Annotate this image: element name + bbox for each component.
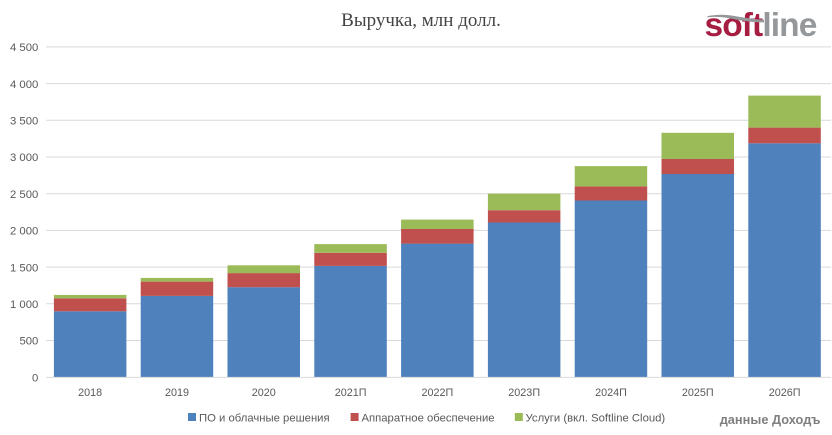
svg-text:2018: 2018 [78, 387, 102, 399]
svg-text:softline: softline [705, 7, 817, 44]
svg-text:Аппаратное обеспечение: Аппаратное обеспечение [362, 413, 495, 425]
svg-text:данные Доходъ: данные Доходъ [720, 412, 821, 427]
svg-text:2019: 2019 [165, 387, 189, 399]
svg-text:4 500: 4 500 [10, 42, 38, 54]
svg-text:2024П: 2024П [595, 387, 627, 399]
svg-text:3 000: 3 000 [10, 152, 38, 164]
svg-text:2 500: 2 500 [10, 189, 38, 201]
svg-text:500: 500 [19, 336, 38, 348]
svg-text:2 000: 2 000 [10, 226, 38, 238]
svg-text:ПО и облачные решения: ПО и облачные решения [199, 413, 330, 425]
svg-text:4 000: 4 000 [10, 79, 38, 91]
svg-text:2025П: 2025П [682, 387, 714, 399]
svg-text:0: 0 [32, 373, 38, 385]
svg-text:2026П: 2026П [769, 387, 801, 399]
svg-text:3 500: 3 500 [10, 116, 38, 128]
svg-text:2022П: 2022П [422, 387, 454, 399]
svg-text:2020: 2020 [252, 387, 276, 399]
svg-text:Услуги (вкл. Softline Cloud): Услуги (вкл. Softline Cloud) [526, 413, 666, 425]
svg-text:2021П: 2021П [335, 387, 367, 399]
svg-text:2023П: 2023П [508, 387, 540, 399]
svg-text:1 000: 1 000 [10, 299, 38, 311]
svg-text:1 500: 1 500 [10, 262, 38, 274]
svg-text:Выручка, млн долл.: Выручка, млн долл. [341, 10, 501, 31]
